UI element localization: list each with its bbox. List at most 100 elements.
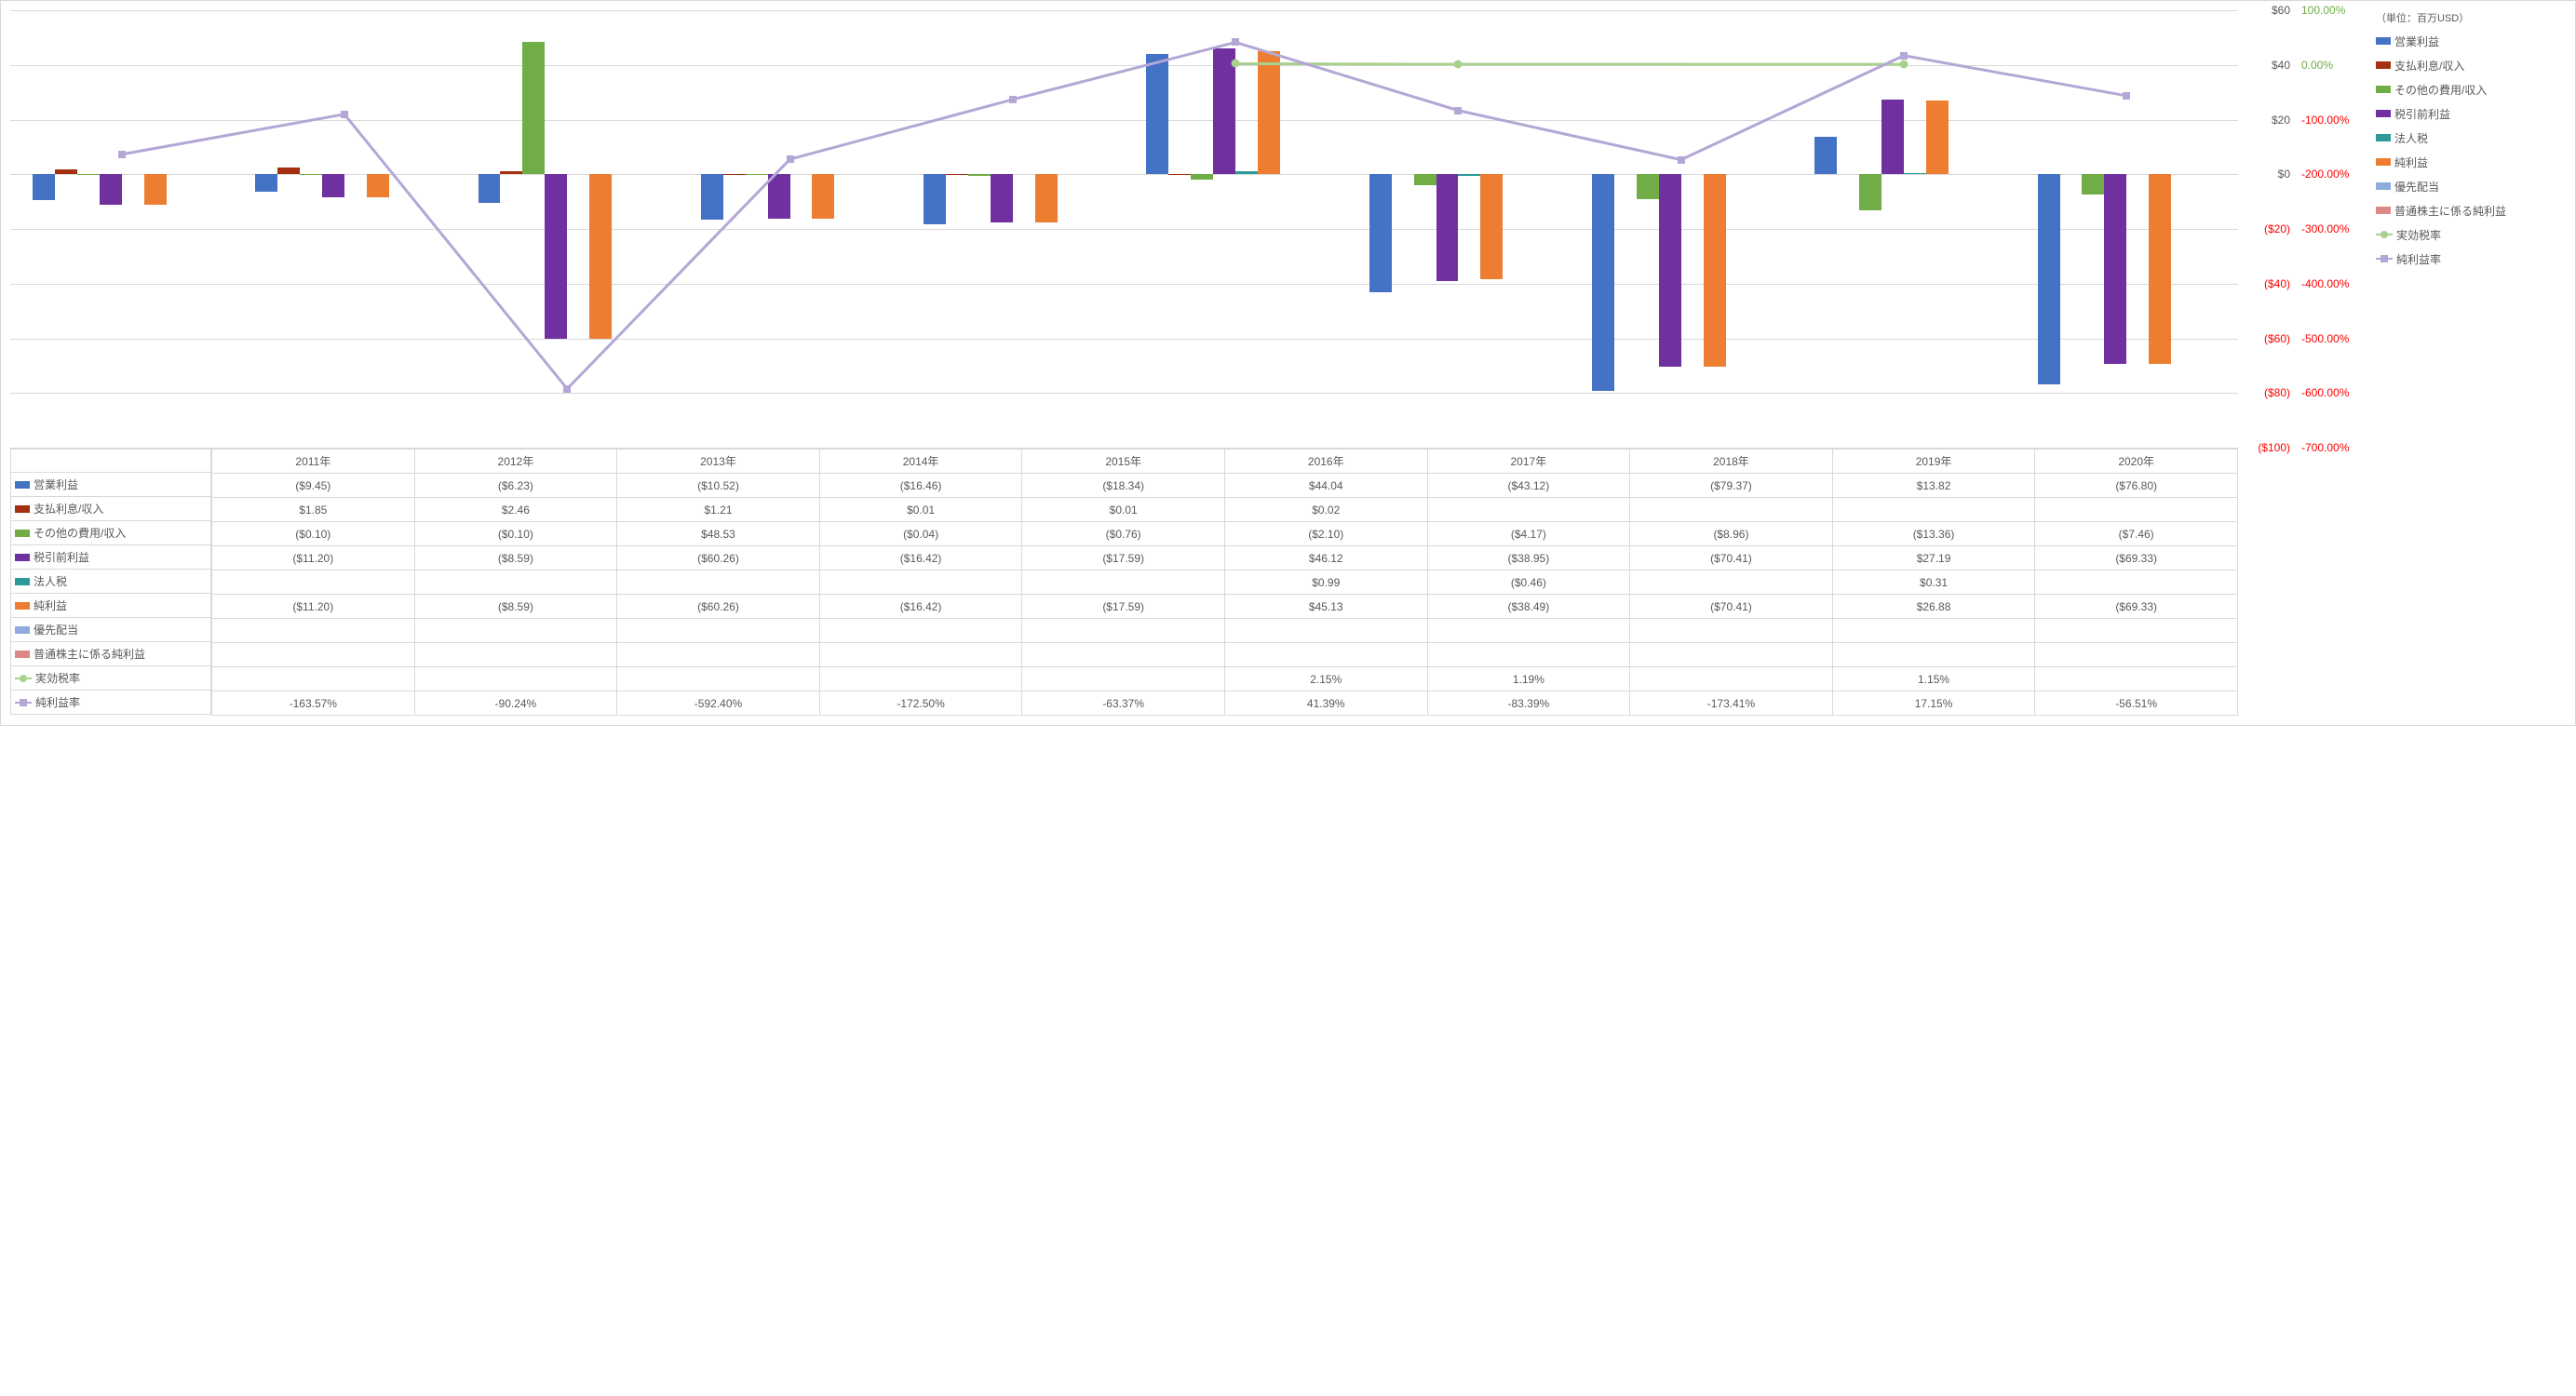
legend-item: 営業利益: [2376, 29, 2562, 53]
table-cell: ($8.96): [1630, 522, 1833, 546]
legend-label: 税引前利益: [2394, 106, 2450, 122]
primary-ytick: ($60): [2264, 332, 2290, 345]
table-row: ($11.20)($8.59)($60.26)($16.42)($17.59)$…: [212, 546, 2238, 570]
legend-item: その他の費用/収入: [2376, 77, 2562, 101]
table-cell: [414, 619, 617, 643]
square-marker: [787, 155, 794, 163]
row-label-text: 税引前利益: [34, 549, 89, 565]
table-cell: [1832, 498, 2035, 522]
row-label-text: 営業利益: [34, 477, 78, 492]
table-cell: ($17.59): [1022, 595, 1225, 619]
table-cell: ($8.59): [414, 546, 617, 570]
table-row: [212, 619, 2238, 643]
table-cell: [1427, 643, 1630, 667]
table-cell: -56.51%: [2035, 691, 2238, 716]
table-cell: [617, 643, 820, 667]
legend-swatch: [2376, 37, 2391, 45]
table-cell: ($17.59): [1022, 546, 1225, 570]
square-marker: [563, 385, 571, 393]
row-label-text: 普通株主に係る純利益: [34, 646, 145, 662]
row-label: その他の費用/収入: [10, 521, 211, 545]
primary-ytick: $20: [2272, 114, 2290, 127]
legend-item: 純利益率: [2376, 247, 2562, 271]
table-cell: [1022, 570, 1225, 595]
secondary-ytick: 100.00%: [2301, 4, 2345, 17]
secondary-ytick: -400.00%: [2301, 277, 2349, 290]
table-cell: [212, 643, 415, 667]
row-label: 普通株主に係る純利益: [10, 642, 211, 666]
row-label: 優先配当: [10, 618, 211, 642]
row-label: 実効税率: [10, 666, 211, 691]
table-cell: [1630, 619, 1833, 643]
primary-ytick: ($80): [2264, 386, 2290, 399]
legend-label: 普通株主に係る純利益: [2394, 203, 2506, 219]
secondary-y-axis: 100.00%0.00%-100.00%-200.00%-300.00%-400…: [2296, 10, 2370, 448]
table-cell: [1224, 643, 1427, 667]
table-cell: [1224, 619, 1427, 643]
table-cell: -63.37%: [1022, 691, 1225, 716]
row-label-text: 支払利息/収入: [34, 501, 103, 517]
table-cell: [819, 667, 1022, 691]
table-cell: [212, 667, 415, 691]
secondary-ytick: -700.00%: [2301, 441, 2349, 454]
table-cell: -83.39%: [1427, 691, 1630, 716]
legend-line: [2376, 234, 2393, 235]
table-cell: [1022, 667, 1225, 691]
table-cell: $13.82: [1832, 474, 2035, 498]
row-label: 純利益: [10, 594, 211, 618]
table-cell: [2035, 570, 2238, 595]
table-area: 営業利益支払利息/収入その他の費用/収入税引前利益法人税純利益優先配当普通株主に…: [10, 449, 2238, 716]
legend-line: [15, 678, 32, 679]
table-cell: ($18.34): [1022, 474, 1225, 498]
primary-ytick: $40: [2272, 59, 2290, 72]
legend-swatch: [15, 626, 30, 634]
table-cell: ($0.46): [1427, 570, 1630, 595]
square-marker: [1900, 52, 1908, 60]
unit-label: （単位：百万USD）: [2376, 10, 2562, 25]
table-cell: [819, 643, 1022, 667]
table-cell: [2035, 643, 2238, 667]
row-label-text: 実効税率: [35, 670, 80, 686]
table-cell: ($8.59): [414, 595, 617, 619]
row-label-text: 純利益: [34, 597, 67, 613]
table-cell: [212, 619, 415, 643]
table-cell: $27.19: [1832, 546, 2035, 570]
table-row: ($11.20)($8.59)($60.26)($16.42)($17.59)$…: [212, 595, 2238, 619]
legend-swatch: [15, 554, 30, 561]
table-cell: ($69.33): [2035, 595, 2238, 619]
row-label: 税引前利益: [10, 545, 211, 570]
table-cell: $0.02: [1224, 498, 1427, 522]
legend-swatch: [15, 651, 30, 658]
legend-line: [2376, 258, 2393, 260]
table-cell: ($0.76): [1022, 522, 1225, 546]
square-marker: [1232, 38, 1239, 46]
secondary-ytick: -100.00%: [2301, 114, 2349, 127]
line-npm: [10, 10, 2238, 448]
col-header: 2012年: [414, 450, 617, 474]
legend-label: 優先配当: [2394, 179, 2439, 195]
secondary-ytick: -500.00%: [2301, 332, 2349, 345]
legend: （単位：百万USD） 営業利益支払利息/収入その他の費用/収入税引前利益法人税純…: [2370, 10, 2562, 716]
table-cell: ($38.49): [1427, 595, 1630, 619]
row-label-text: 優先配当: [34, 622, 78, 638]
col-header: 2020年: [2035, 450, 2238, 474]
table-cell: [1022, 643, 1225, 667]
table-cell: ($0.10): [212, 522, 415, 546]
table-cell: $44.04: [1224, 474, 1427, 498]
legend-item: 税引前利益: [2376, 101, 2562, 126]
legend-label: 営業利益: [2394, 34, 2439, 49]
secondary-ytick: -600.00%: [2301, 386, 2349, 399]
legend-item: 法人税: [2376, 126, 2562, 150]
primary-ytick: $0: [2278, 168, 2290, 181]
legend-swatch: [2376, 61, 2391, 69]
table-cell: ($69.33): [2035, 546, 2238, 570]
table-cell: $0.01: [1022, 498, 1225, 522]
table-cell: 1.19%: [1427, 667, 1630, 691]
col-header: 2014年: [819, 450, 1022, 474]
legend-label: 純利益: [2394, 154, 2428, 170]
legend-line: [15, 702, 32, 704]
table-cell: [617, 667, 820, 691]
table-cell: $46.12: [1224, 546, 1427, 570]
table-cell: ($43.12): [1427, 474, 1630, 498]
table-cell: 2.15%: [1224, 667, 1427, 691]
